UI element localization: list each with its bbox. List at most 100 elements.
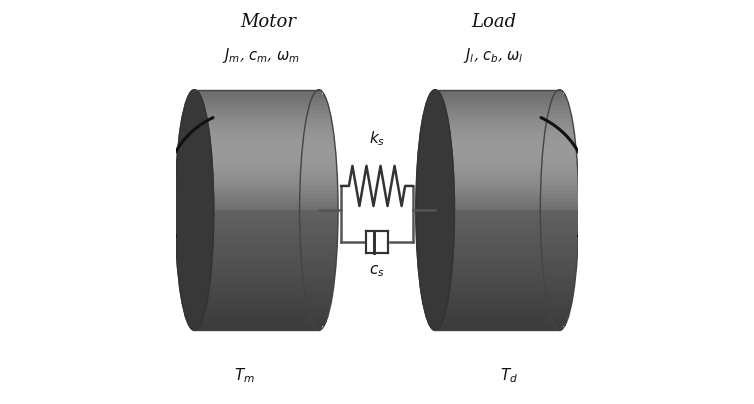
Polygon shape xyxy=(299,198,338,202)
Polygon shape xyxy=(435,138,559,141)
Polygon shape xyxy=(541,190,578,194)
Polygon shape xyxy=(541,174,578,178)
Polygon shape xyxy=(435,180,559,183)
Polygon shape xyxy=(435,267,559,270)
Polygon shape xyxy=(435,144,559,147)
Polygon shape xyxy=(195,255,319,258)
Polygon shape xyxy=(195,117,319,120)
Polygon shape xyxy=(435,177,559,180)
Polygon shape xyxy=(195,186,319,189)
Polygon shape xyxy=(435,159,559,162)
Polygon shape xyxy=(302,270,336,274)
Polygon shape xyxy=(195,273,319,276)
Polygon shape xyxy=(308,310,329,314)
Polygon shape xyxy=(305,294,333,298)
Polygon shape xyxy=(435,162,559,165)
Polygon shape xyxy=(544,138,575,142)
Polygon shape xyxy=(195,276,319,279)
Polygon shape xyxy=(315,90,322,94)
Polygon shape xyxy=(435,309,559,312)
Polygon shape xyxy=(435,174,559,177)
Polygon shape xyxy=(435,135,559,138)
Polygon shape xyxy=(550,314,569,318)
Polygon shape xyxy=(195,294,319,297)
Polygon shape xyxy=(556,90,563,94)
Polygon shape xyxy=(435,201,559,204)
Polygon shape xyxy=(542,158,577,162)
Polygon shape xyxy=(195,270,319,273)
Polygon shape xyxy=(195,210,319,213)
Polygon shape xyxy=(541,166,578,170)
Polygon shape xyxy=(195,246,319,249)
Polygon shape xyxy=(541,250,578,254)
Polygon shape xyxy=(543,150,576,154)
Polygon shape xyxy=(435,270,559,273)
Polygon shape xyxy=(195,90,319,93)
Polygon shape xyxy=(299,222,338,226)
Polygon shape xyxy=(195,135,319,138)
Polygon shape xyxy=(195,195,319,198)
Polygon shape xyxy=(435,90,559,93)
Polygon shape xyxy=(547,114,572,118)
Polygon shape xyxy=(435,99,559,102)
Polygon shape xyxy=(195,153,319,156)
Polygon shape xyxy=(301,250,337,254)
Polygon shape xyxy=(435,189,559,192)
Polygon shape xyxy=(315,326,322,330)
Text: $T_m$: $T_m$ xyxy=(234,366,255,385)
Polygon shape xyxy=(195,99,319,102)
Polygon shape xyxy=(544,274,575,278)
Polygon shape xyxy=(435,120,559,123)
Polygon shape xyxy=(195,225,319,228)
Polygon shape xyxy=(299,214,338,218)
Polygon shape xyxy=(195,144,319,147)
Polygon shape xyxy=(302,158,336,162)
Polygon shape xyxy=(304,286,333,290)
Polygon shape xyxy=(435,234,559,237)
Polygon shape xyxy=(195,267,319,270)
Polygon shape xyxy=(195,123,319,126)
Polygon shape xyxy=(195,285,319,288)
Polygon shape xyxy=(544,282,575,286)
Polygon shape xyxy=(195,324,319,327)
Polygon shape xyxy=(435,192,559,195)
Polygon shape xyxy=(435,279,559,282)
Polygon shape xyxy=(195,138,319,141)
Polygon shape xyxy=(435,237,559,240)
Text: Load: Load xyxy=(470,13,516,32)
Polygon shape xyxy=(306,298,332,302)
Polygon shape xyxy=(435,183,559,186)
Ellipse shape xyxy=(416,90,455,330)
Polygon shape xyxy=(435,198,559,201)
Polygon shape xyxy=(195,219,319,222)
Polygon shape xyxy=(195,300,319,303)
Polygon shape xyxy=(435,156,559,159)
Polygon shape xyxy=(541,226,578,230)
Polygon shape xyxy=(547,298,572,302)
Polygon shape xyxy=(435,195,559,198)
Polygon shape xyxy=(435,264,559,267)
Polygon shape xyxy=(435,316,559,318)
Polygon shape xyxy=(195,249,319,252)
Polygon shape xyxy=(300,242,337,246)
Polygon shape xyxy=(303,142,335,146)
Polygon shape xyxy=(541,218,579,222)
Polygon shape xyxy=(541,234,578,238)
Polygon shape xyxy=(306,118,332,122)
Polygon shape xyxy=(304,282,334,286)
Polygon shape xyxy=(435,273,559,276)
Polygon shape xyxy=(195,312,319,316)
Polygon shape xyxy=(300,238,338,242)
Polygon shape xyxy=(195,258,319,261)
Polygon shape xyxy=(195,252,319,255)
Polygon shape xyxy=(302,258,336,262)
Polygon shape xyxy=(541,214,579,218)
Text: $c_s$: $c_s$ xyxy=(369,263,385,279)
Polygon shape xyxy=(435,129,559,132)
Polygon shape xyxy=(195,216,319,219)
Polygon shape xyxy=(541,238,578,242)
Polygon shape xyxy=(435,117,559,120)
Polygon shape xyxy=(195,222,319,225)
Polygon shape xyxy=(435,123,559,126)
Polygon shape xyxy=(435,288,559,291)
